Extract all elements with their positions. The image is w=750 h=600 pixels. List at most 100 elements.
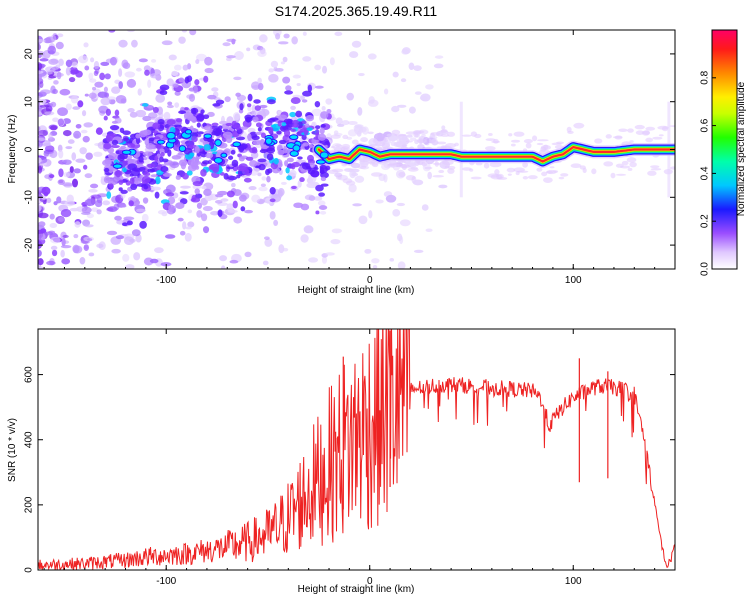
halo-blob — [582, 167, 587, 173]
noise-blob — [83, 42, 89, 48]
halo-blob — [360, 137, 368, 143]
noise-blob — [133, 177, 142, 185]
noise-blob — [118, 179, 124, 185]
noise-blob — [102, 159, 112, 167]
noise-blob — [191, 164, 199, 170]
noise-blob — [353, 124, 363, 132]
halo-blob — [669, 125, 675, 128]
noise-blob — [296, 82, 301, 87]
noise-blob — [375, 199, 384, 204]
noise-blob — [285, 167, 290, 174]
noise-blob — [257, 82, 264, 91]
noise-blob — [94, 81, 104, 88]
noise-blob — [267, 118, 276, 123]
noise-blob — [331, 228, 342, 234]
noise-blob — [93, 151, 103, 157]
noise-blob — [131, 229, 141, 237]
noise-blob — [196, 122, 201, 128]
noise-blob — [249, 160, 258, 167]
noise-blob — [136, 67, 142, 72]
noise-blob — [192, 180, 203, 187]
noise-blob — [258, 163, 266, 171]
noise-blob — [313, 196, 323, 201]
noise-blob — [105, 108, 111, 116]
noise-blob — [295, 159, 307, 164]
noise-blob — [159, 84, 170, 91]
noise-blob — [262, 260, 269, 266]
noise-blob — [254, 105, 262, 111]
noise-blob — [233, 216, 243, 224]
noise-blob — [257, 158, 267, 163]
noise-blob — [150, 73, 160, 79]
colorbar: 0.0 0.2 0.4 0.6 0.8 Normalized spectral ampl… — [700, 29, 747, 276]
noise-blob — [168, 204, 175, 213]
noise-blob — [84, 198, 96, 206]
noise-blob — [38, 73, 42, 80]
noise-blob — [320, 124, 326, 128]
noise-blob — [148, 112, 158, 119]
noise-blob — [73, 168, 81, 174]
noise-blob — [351, 172, 359, 177]
noise-blob — [165, 184, 176, 194]
noise-blob — [144, 138, 150, 146]
noise-blob — [123, 137, 130, 142]
noise-blob — [336, 123, 345, 127]
noise-blob — [62, 159, 72, 165]
noise-blob — [319, 166, 324, 175]
halo-blob — [430, 132, 440, 136]
noise-blob — [142, 172, 151, 177]
noise-blob — [167, 101, 173, 106]
noise-blob — [38, 165, 43, 174]
noise-blob — [251, 135, 260, 141]
noise-blob — [191, 135, 198, 143]
noise-blob — [109, 183, 114, 189]
halo-blob — [556, 141, 565, 145]
noise-blob — [42, 142, 51, 147]
noise-blob — [257, 50, 267, 58]
noise-blob — [288, 169, 297, 177]
halo-blob — [483, 162, 490, 169]
noise-blob — [314, 100, 321, 108]
noise-blob — [346, 92, 355, 101]
noise-blob — [115, 169, 121, 178]
noise-blob — [227, 175, 238, 181]
halo-blob — [549, 166, 555, 169]
x-tick-label: 0 — [367, 576, 373, 587]
colorbar-tick-label: 0.4 — [700, 166, 711, 180]
y-tick-label: 600 — [24, 366, 35, 383]
noise-blob — [127, 163, 138, 171]
noise-blob — [244, 114, 253, 121]
noise-blob — [73, 233, 79, 239]
noise-blob — [50, 85, 56, 94]
hot-spot — [292, 144, 301, 152]
noise-blob — [182, 221, 187, 230]
noise-blob — [77, 100, 84, 108]
halo-blob — [594, 138, 603, 144]
noise-blob — [228, 155, 234, 160]
noise-blob — [253, 99, 261, 104]
noise-blob — [226, 203, 234, 212]
noise-blob — [45, 66, 56, 72]
noise-blob — [121, 59, 129, 69]
halo-blob — [627, 128, 634, 133]
noise-blob — [47, 50, 55, 54]
noise-blob — [303, 225, 314, 234]
noise-blob — [251, 194, 261, 203]
noise-blob — [141, 103, 149, 107]
halo-blob — [372, 138, 377, 144]
noise-blob — [52, 117, 59, 123]
noise-blob — [50, 245, 58, 251]
hot-spot — [214, 139, 222, 147]
noise-blob — [246, 47, 251, 52]
halo-blob — [399, 161, 407, 164]
noise-blob — [321, 256, 328, 264]
noise-blob — [229, 259, 239, 264]
noise-blob — [273, 66, 278, 72]
noise-blob — [126, 78, 137, 88]
halo-blob — [351, 139, 359, 145]
halo-blob — [330, 134, 341, 139]
halo-blob — [621, 160, 629, 166]
noise-blob — [84, 93, 89, 97]
noise-blob — [62, 234, 69, 238]
noise-blob — [286, 175, 293, 181]
